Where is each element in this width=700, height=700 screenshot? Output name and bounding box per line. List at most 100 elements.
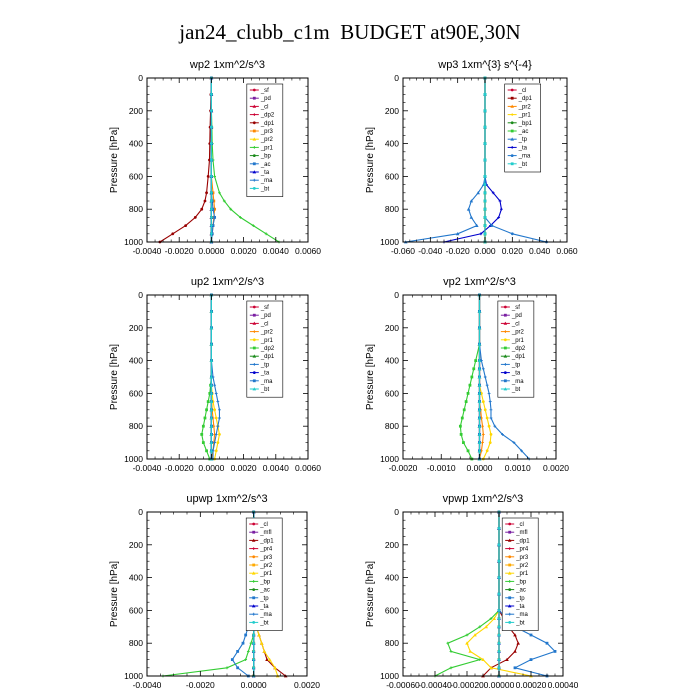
legend-marker [251, 604, 256, 608]
data-point [267, 657, 272, 661]
data-point [249, 641, 253, 645]
data-point [465, 633, 469, 637]
data-point [497, 216, 501, 219]
legend-marker [508, 563, 512, 567]
data-point [210, 142, 213, 146]
x-tick-label: 0.00020 [516, 680, 547, 690]
data-point [241, 641, 245, 645]
legend-marker [252, 129, 256, 133]
data-point [236, 650, 240, 653]
data-point [553, 650, 557, 653]
legend-marker [252, 313, 256, 317]
data-point [497, 527, 501, 530]
x-tick-label: 0.0000 [198, 463, 224, 473]
data-point [510, 232, 514, 236]
data-point [462, 441, 465, 444]
panel-1: wp2 1xm^2/s^3 Pressure [hPa] 0 200 400 600 800… [109, 59, 321, 256]
legend-label: _bt [515, 620, 525, 626]
legend-label: _pr1 [518, 113, 532, 119]
data-point [483, 183, 487, 186]
panel-4: vp2 1xm^2/s^3 Pressure [hPa] 0 200 400 600 800… [365, 276, 569, 473]
data-point [483, 216, 487, 219]
legend-marker [508, 522, 512, 526]
data-point [251, 224, 255, 227]
y-tick-label: 200 [129, 106, 143, 116]
data-point [203, 416, 207, 420]
y-axis-label: Pressure [hPa] [365, 344, 376, 410]
panel-title: upwp 1xm^2/s^3 [186, 493, 267, 505]
data-point [465, 641, 469, 645]
legend-marker [503, 338, 507, 342]
legend-label: _cl [511, 321, 520, 327]
data-point [501, 433, 504, 436]
data-point [477, 326, 482, 330]
data-point [210, 158, 213, 162]
data-point [244, 633, 248, 637]
y-tick-label: 400 [385, 139, 399, 149]
x-tick-label: -0.0020 [389, 463, 418, 473]
plot-frame [146, 294, 309, 460]
data-point [459, 433, 463, 436]
data-point [497, 625, 501, 629]
data-point [483, 93, 487, 96]
legend-label: _pd [260, 313, 271, 319]
data-point [484, 625, 488, 629]
data-point [476, 191, 480, 195]
y-tick-label: 800 [129, 421, 143, 431]
x-tick-label: 0.0010 [505, 463, 531, 473]
legend-marker [252, 379, 256, 383]
data-point [493, 424, 497, 428]
data-point [513, 649, 517, 653]
legend: _sf _pd _cl _pr2 _pr1 _dp2 _dp1 _tp _ta _ma _bt [497, 300, 535, 398]
legend-label: _pr1 [260, 145, 274, 151]
data-point [211, 191, 215, 195]
data-point [455, 232, 460, 236]
data-point [468, 649, 472, 653]
data-point [529, 658, 533, 661]
series-line-tp [405, 78, 486, 243]
y-tick-label: 600 [129, 388, 143, 398]
data-point [193, 216, 197, 219]
panel-title: wp2 1xm^2/s^3 [189, 59, 265, 71]
legend-marker [507, 538, 512, 542]
data-point [478, 658, 482, 661]
legend-marker [510, 104, 514, 108]
legend-marker [503, 330, 507, 333]
legend-marker [252, 88, 256, 92]
panel-title: vpwp 1xm^2/s^3 [443, 493, 524, 505]
legend-label: _bp [260, 154, 272, 160]
data-point [485, 416, 489, 420]
data-point [492, 616, 496, 620]
data-point [209, 326, 214, 330]
legend-label: _tp [515, 596, 525, 602]
data-point [184, 224, 188, 228]
legend-label: _ma [259, 612, 272, 618]
data-point [477, 367, 482, 371]
legend-marker [252, 387, 257, 391]
legend-label: _pr3 [260, 129, 274, 135]
legend-marker [510, 96, 514, 100]
data-point [209, 416, 214, 420]
legend-marker [510, 162, 514, 166]
legend-marker [503, 387, 508, 391]
legend-label: _dp1 [259, 538, 274, 544]
data-point [218, 433, 221, 436]
data-point [474, 359, 478, 362]
data-point [483, 142, 487, 145]
data-point [262, 649, 267, 653]
data-point [545, 641, 549, 645]
data-point [201, 424, 205, 428]
data-point [210, 175, 213, 178]
x-tick-label: -0.0020 [165, 463, 194, 473]
data-point [483, 224, 487, 227]
legend-marker [252, 371, 256, 374]
data-point [171, 232, 175, 236]
y-tick-label: 200 [385, 106, 399, 116]
panel-5: upwp 1xm^2/s^3 Pressure [hPa] 0 200 400 600 80… [109, 493, 320, 690]
legend-label: _dp1 [260, 354, 275, 360]
legend-label: _ta [511, 371, 521, 377]
data-point [497, 576, 501, 579]
legend-label: _pr2 [260, 137, 274, 143]
legend-label: _sf [511, 305, 520, 311]
data-point [210, 93, 213, 96]
